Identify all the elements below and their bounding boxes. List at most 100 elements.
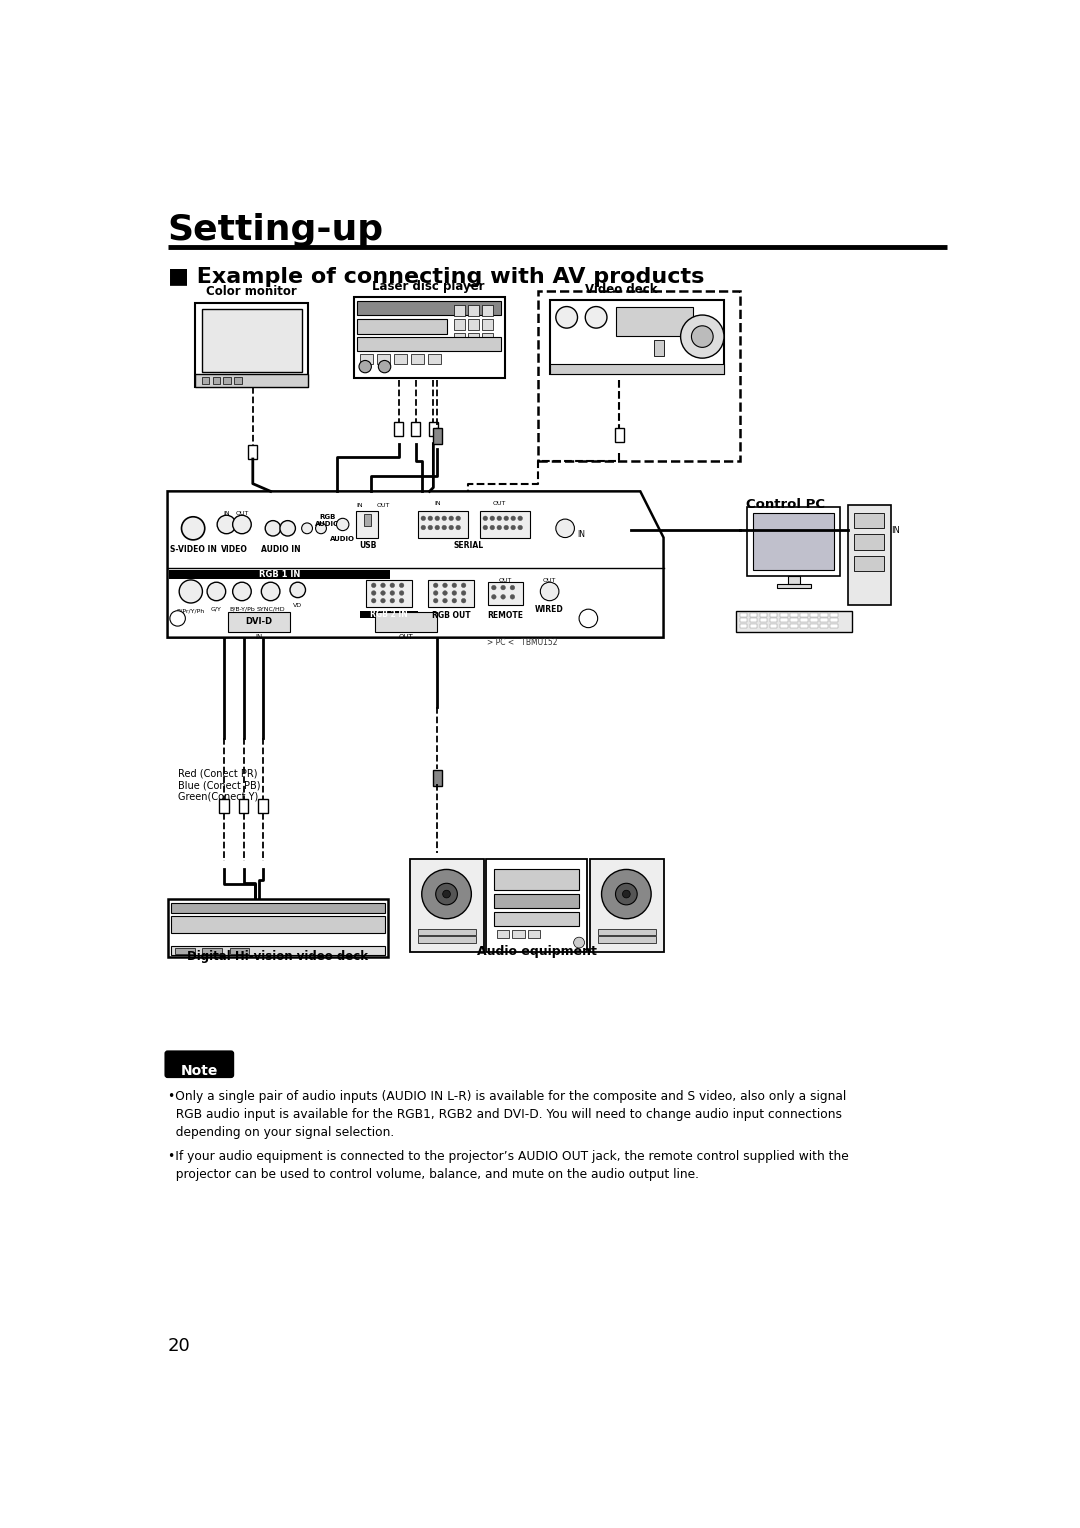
Circle shape (435, 883, 458, 905)
Circle shape (378, 361, 391, 373)
Text: Audio equipment: Audio equipment (476, 944, 596, 958)
Circle shape (390, 584, 394, 588)
Bar (820, 619, 828, 622)
Bar (654, 341, 663, 356)
Text: IN: IN (356, 503, 363, 507)
Bar (234, 377, 242, 384)
Bar (550, 364, 724, 373)
Bar (831, 619, 838, 622)
Text: AUDIO: AUDIO (330, 536, 355, 542)
Text: > PC <   TBMU152: > PC < TBMU152 (487, 637, 557, 646)
Bar (433, 770, 442, 785)
Circle shape (433, 599, 438, 604)
Circle shape (556, 307, 578, 329)
Bar (357, 319, 446, 335)
Bar (410, 859, 484, 952)
Bar (754, 513, 834, 570)
Bar (590, 859, 663, 952)
Circle shape (504, 516, 509, 521)
Bar (789, 619, 798, 622)
Text: •If your audio equipment is connected to the projector’s AUDIO OUT jack, the rem: •If your audio equipment is connected to… (167, 1151, 848, 1181)
Bar (740, 619, 747, 622)
Bar (418, 929, 476, 935)
Circle shape (433, 591, 438, 596)
Bar (356, 510, 378, 538)
Text: IN: IN (891, 526, 900, 535)
Circle shape (359, 361, 372, 373)
Circle shape (428, 516, 433, 521)
Circle shape (390, 599, 394, 604)
Text: RGB 2 IN: RGB 2 IN (370, 610, 408, 619)
Circle shape (456, 516, 460, 521)
Circle shape (400, 584, 404, 588)
Circle shape (510, 585, 515, 590)
Bar (202, 377, 210, 384)
Bar (494, 894, 579, 908)
Bar (418, 937, 476, 943)
Circle shape (451, 591, 457, 596)
Circle shape (315, 523, 326, 533)
Bar (202, 947, 221, 953)
Text: RGB
AUDIO: RGB AUDIO (314, 515, 340, 527)
Bar (258, 799, 268, 813)
Circle shape (443, 584, 447, 588)
Bar (364, 515, 370, 526)
Bar (433, 428, 442, 443)
Bar (848, 506, 891, 605)
Bar (512, 931, 525, 938)
Bar (418, 510, 469, 538)
Bar (820, 623, 828, 628)
Bar (494, 912, 579, 926)
Circle shape (449, 526, 454, 530)
Bar (410, 422, 420, 435)
Bar (494, 868, 579, 891)
Bar (854, 513, 883, 529)
Bar (740, 613, 747, 617)
Bar (810, 619, 818, 622)
Text: RGB OUT: RGB OUT (432, 611, 471, 620)
Bar (740, 623, 747, 628)
Bar (759, 619, 768, 622)
Circle shape (266, 521, 281, 536)
Bar (787, 576, 800, 584)
Circle shape (372, 599, 376, 604)
Circle shape (497, 526, 501, 530)
Text: Laser disc player: Laser disc player (373, 280, 485, 293)
Text: OUT: OUT (499, 578, 512, 582)
Text: RGB 1 IN: RGB 1 IN (259, 570, 300, 579)
Bar (202, 309, 301, 371)
Circle shape (400, 599, 404, 604)
Circle shape (579, 610, 597, 628)
Text: SYNC/HD: SYNC/HD (256, 607, 285, 611)
Bar (213, 377, 220, 384)
Text: OUT: OUT (543, 578, 556, 582)
Circle shape (372, 591, 376, 596)
Circle shape (490, 516, 495, 521)
Circle shape (451, 599, 457, 604)
Bar (759, 613, 768, 617)
Bar (377, 354, 390, 364)
Circle shape (380, 599, 386, 604)
Bar (455, 306, 465, 316)
Circle shape (433, 584, 438, 588)
Bar (800, 613, 808, 617)
Bar (360, 611, 418, 619)
Bar (170, 570, 390, 579)
Circle shape (232, 515, 252, 533)
Bar (780, 613, 787, 617)
Circle shape (170, 611, 186, 626)
Bar (750, 623, 757, 628)
Text: OUT: OUT (399, 634, 414, 640)
Bar (410, 354, 424, 364)
Text: B/B-Y/Pb: B/B-Y/Pb (229, 607, 255, 611)
Circle shape (428, 526, 433, 530)
Bar (497, 931, 510, 938)
Text: REMOTE: REMOTE (487, 611, 524, 620)
Bar (800, 619, 808, 622)
Circle shape (442, 516, 446, 521)
Text: Setting-up: Setting-up (167, 212, 383, 246)
Text: DVI-D: DVI-D (245, 617, 272, 626)
Bar (800, 623, 808, 628)
Circle shape (461, 599, 465, 604)
Bar (455, 319, 465, 330)
